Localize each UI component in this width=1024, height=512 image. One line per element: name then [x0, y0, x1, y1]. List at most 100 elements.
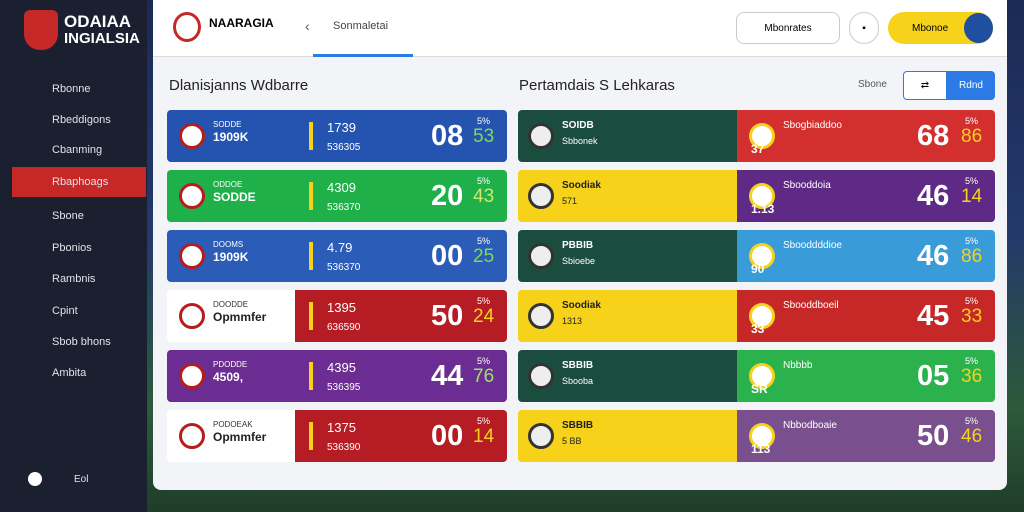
- nav-item[interactable]: Rbaphoags: [12, 167, 146, 197]
- percent: 5%: [477, 356, 491, 366]
- percent: 5%: [965, 416, 979, 426]
- team-name: PBBIB: [562, 240, 594, 251]
- nav-item[interactable]: Cpint: [52, 305, 78, 317]
- line-1: 4309: [327, 180, 356, 195]
- nav-item[interactable]: Ambita: [52, 367, 87, 379]
- score-panel: 4309 536370 20 43 5%: [295, 170, 507, 222]
- brand: INGIALSIA: [64, 30, 140, 47]
- match-card[interactable]: PDODDE 4509, 4395 536395 44 76 5%: [167, 350, 507, 402]
- team-panel: Soodiak 571: [518, 170, 737, 222]
- score: 00: [431, 420, 464, 452]
- score: 00: [431, 240, 464, 272]
- indicator: [309, 242, 313, 270]
- team-sub: 1313: [562, 316, 583, 326]
- nav-item[interactable]: Pbonios: [52, 242, 92, 254]
- code: SR: [751, 382, 768, 396]
- team-sub: Sbbonek: [562, 136, 598, 146]
- nav-item[interactable]: Rbeddigons: [52, 114, 111, 126]
- score: 46: [917, 180, 950, 212]
- section-title: Dlanisjanns Wdbarre: [169, 77, 309, 94]
- team-badge: [179, 363, 205, 389]
- match-card[interactable]: SOIDB Sbbonek Sbogbiaddoo 37 68 86 5%: [518, 110, 995, 162]
- team-badge: [528, 243, 554, 269]
- score-panel: 1375 536390 00 14 5%: [295, 410, 507, 462]
- team-logo: [173, 12, 201, 42]
- footer-text: Eol: [74, 474, 89, 485]
- team: Sbooddboeil: [783, 300, 839, 311]
- icon-button[interactable]: ▪: [849, 12, 879, 44]
- score: 50: [917, 420, 950, 452]
- match-card[interactable]: PBBIB Sbioebe Sbooddddioe 90 46 86 5%: [518, 230, 995, 282]
- team-name: 1909K: [213, 250, 249, 264]
- match-card[interactable]: Soodiak 1313 Sbooddboeil 33 45 33 5%: [518, 290, 995, 342]
- team-badge: [528, 123, 554, 149]
- nav-item[interactable]: Sbob bhons: [52, 336, 111, 348]
- team-name: Soodiak: [562, 180, 601, 191]
- team-name: SODDE: [213, 190, 256, 204]
- team-badge: [749, 123, 775, 149]
- line-2: 536370: [327, 262, 361, 273]
- team-sub: Sbioebe: [562, 256, 596, 266]
- score-panel: 4.79 536370 00 25 5%: [295, 230, 507, 282]
- score-panel: 1395 636590 50 24 5%: [295, 290, 507, 342]
- team-sub: DOODDE: [213, 300, 249, 309]
- team: Sbooddoia: [783, 180, 831, 191]
- score: 20: [431, 180, 464, 212]
- score-small: 86: [961, 126, 983, 147]
- line-2: 536390: [327, 442, 361, 453]
- match-card[interactable]: PODOEAK Opmmfer 1375 536390 00 14 5%: [167, 410, 507, 462]
- percent: 5%: [477, 296, 491, 306]
- score-small: 46: [961, 426, 983, 447]
- score-panel: Nbbodboaie 113 50 46 5%: [737, 410, 995, 462]
- team-sub: 571: [562, 196, 578, 206]
- score-panel: Sbogbiaddoo 37 68 86 5%: [737, 110, 995, 162]
- action-button[interactable]: Rdnd: [947, 71, 995, 100]
- team-badge: [749, 303, 775, 329]
- team-name: Opmmfer: [213, 310, 267, 324]
- code: 1.13: [751, 202, 775, 216]
- team-badge: [749, 423, 775, 449]
- match-card[interactable]: SODDE 1909K 1739 536305 08 53 5%: [167, 110, 507, 162]
- nav-item[interactable]: Sbone: [52, 210, 84, 222]
- percent: 5%: [965, 296, 979, 306]
- match-card[interactable]: Soodiak 571 Sbooddoia 1.13 46 14 5%: [518, 170, 995, 222]
- nav-item[interactable]: Rambnis: [52, 273, 96, 285]
- team-panel: PBBIB Sbioebe: [518, 230, 737, 282]
- match-card[interactable]: DOODDE Opmmfer 1395 636590 50 24 5%: [167, 290, 507, 342]
- score: 68: [917, 120, 950, 152]
- team-name: 1909K: [213, 130, 249, 144]
- score-panel: 4395 536395 44 76 5%: [295, 350, 507, 402]
- dropdown[interactable]: Sonmaletai: [333, 20, 389, 32]
- team-badge: [749, 243, 775, 269]
- score-small: 33: [961, 306, 983, 327]
- score-panel: Sbooddddioe 90 46 86 5%: [737, 230, 995, 282]
- nav-item[interactable]: Rbonne: [52, 83, 91, 95]
- team-name: SOIDB: [562, 120, 594, 131]
- team-name: SBBIB: [562, 420, 594, 431]
- percent: 5%: [965, 356, 979, 366]
- match-card[interactable]: SBBIB 5 BB Nbbodboaie 113 50 46 5%: [518, 410, 995, 462]
- score-panel: Nbbbb SR 05 36 5%: [737, 350, 995, 402]
- score-small: 43: [473, 186, 495, 207]
- match-card[interactable]: SBBIB Sbooba Nbbbb SR 05 36 5%: [518, 350, 995, 402]
- team-badge: [179, 243, 205, 269]
- match-card[interactable]: DOOMS 1909K 4.79 536370 00 25 5%: [167, 230, 507, 282]
- team-panel: SBBIB Sbooba: [518, 350, 737, 402]
- team-badge: [179, 423, 205, 449]
- score-small: 24: [473, 306, 495, 327]
- avatar: [28, 472, 42, 486]
- toggle[interactable]: ⇄: [903, 71, 947, 100]
- percent: 5%: [965, 116, 979, 126]
- score: 50: [431, 300, 464, 332]
- percent: 5%: [477, 116, 491, 126]
- back[interactable]: ‹: [305, 18, 310, 34]
- filter[interactable]: Sbone: [858, 79, 887, 90]
- nav-item[interactable]: Cbanming: [52, 144, 103, 156]
- score-small: 14: [961, 186, 983, 207]
- button[interactable]: Mbonrates: [736, 12, 840, 44]
- percent: 5%: [965, 236, 979, 246]
- logo: [24, 10, 58, 50]
- match-card[interactable]: ODDOE SODDE 4309 536370 20 43 5%: [167, 170, 507, 222]
- team-badge: [528, 303, 554, 329]
